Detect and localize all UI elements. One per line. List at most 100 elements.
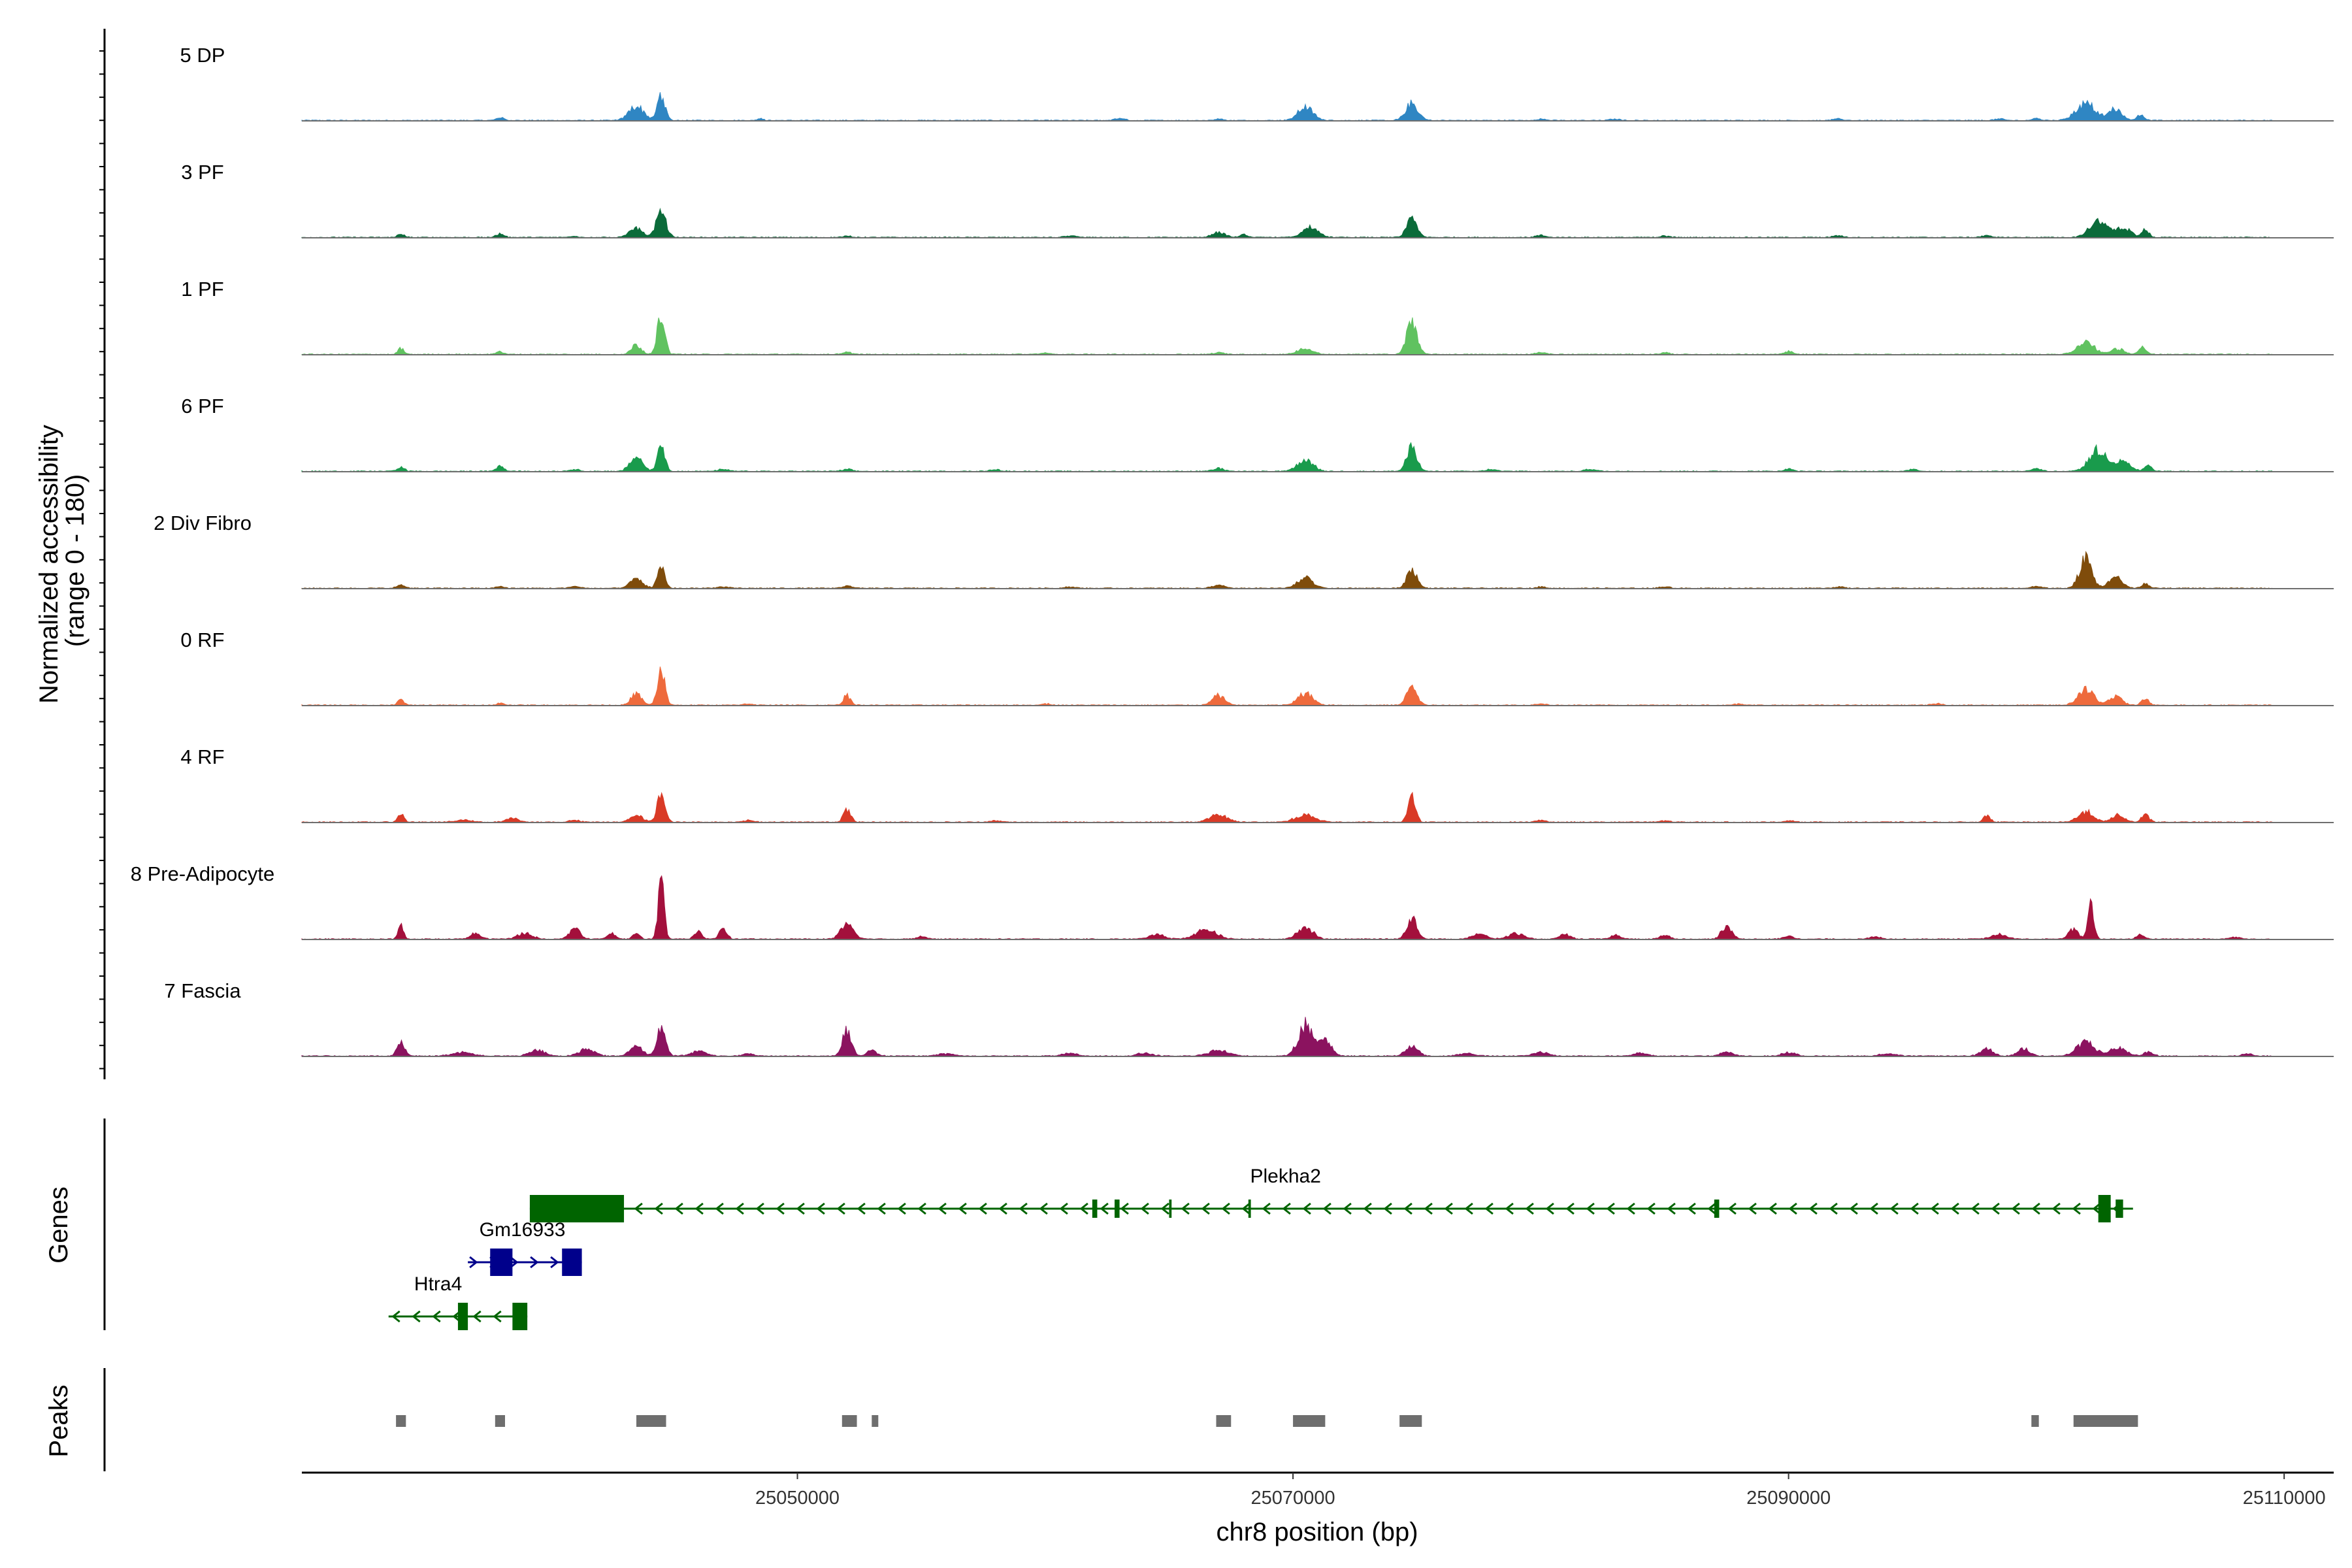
strand-chevron: [1505, 1202, 1514, 1215]
strand-chevron: [1991, 1202, 2000, 1215]
strand-chevron: [1160, 1202, 1169, 1215]
coverage-area: [301, 442, 2272, 472]
peak-region: [495, 1415, 505, 1427]
x-tick-label: 25110000: [2243, 1488, 2326, 1509]
strand-chevron: [1059, 1202, 1068, 1215]
strand-chevron: [510, 1256, 519, 1269]
strand-chevron: [1910, 1202, 1919, 1215]
strand-chevron: [958, 1202, 967, 1215]
gene-exon: [1248, 1200, 1251, 1218]
strand-chevron: [472, 1310, 482, 1323]
peak-region: [1293, 1415, 1326, 1427]
gene-exon: [1115, 1200, 1120, 1218]
strand-chevron: [735, 1202, 744, 1215]
strand-chevron: [1626, 1202, 1635, 1215]
x-tick-label: 25050000: [755, 1488, 840, 1509]
track-4-rf: 4 RF: [180, 745, 2334, 823]
strand-chevron: [1403, 1202, 1413, 1215]
strand-chevron: [1221, 1202, 1230, 1215]
gene-exon: [457, 1303, 468, 1330]
gene-exon: [512, 1303, 528, 1330]
x-tick-label: 25070000: [1251, 1488, 1335, 1509]
y-axis-title-line-2: (range 0 - 180): [61, 474, 90, 647]
strand-chevron: [1019, 1202, 1028, 1215]
peak-region: [1216, 1415, 1232, 1427]
gene-label: Plekha2: [1250, 1166, 1320, 1187]
x-tick-label: 25090000: [1746, 1488, 1831, 1509]
peak-region: [841, 1415, 857, 1427]
strand-chevron: [1646, 1202, 1656, 1215]
track-3-pf: 3 PF: [181, 161, 2334, 238]
strand-chevron: [2092, 1202, 2101, 1215]
peak-region: [2031, 1415, 2039, 1427]
track-0-rf: 0 RF: [180, 629, 2334, 706]
strand-chevron: [2031, 1202, 2040, 1215]
strand-chevron: [1545, 1202, 1554, 1215]
strand-chevron: [1079, 1202, 1088, 1215]
gene-exon: [2098, 1195, 2111, 1222]
strand-chevron: [1849, 1202, 1858, 1215]
strand-chevron: [1383, 1202, 1392, 1215]
track-label: 3 PF: [181, 161, 223, 184]
strand-chevron: [550, 1256, 559, 1269]
strand-chevron: [715, 1202, 724, 1215]
strand-chevron: [1120, 1202, 1129, 1215]
peak-region: [2073, 1415, 2138, 1427]
strand-chevron: [1262, 1202, 1271, 1215]
peak-region: [872, 1415, 879, 1427]
strand-chevron: [877, 1202, 886, 1215]
strand-chevron: [1322, 1202, 1331, 1215]
strand-chevron: [998, 1202, 1007, 1215]
strand-chevron: [1768, 1202, 1777, 1215]
strand-chevron: [1302, 1202, 1311, 1215]
strand-chevron: [1140, 1202, 1149, 1215]
y-axis-title-line-1: Normalized accessibility: [35, 425, 63, 704]
strand-chevron: [1100, 1202, 1109, 1215]
strand-chevron: [1282, 1202, 1291, 1215]
gene-exon: [2115, 1200, 2123, 1218]
gene-exon: [1169, 1200, 1172, 1218]
peak-region: [396, 1415, 406, 1427]
strand-chevron: [1525, 1202, 1534, 1215]
gene-exon: [490, 1249, 513, 1276]
coverage-area: [301, 875, 2272, 940]
strand-chevron: [2011, 1202, 2020, 1215]
gene-label: Htra4: [414, 1273, 462, 1295]
strand-chevron: [1667, 1202, 1676, 1215]
x-axis-ticks: 25050000 25070000 25090000 25110000: [755, 1473, 2326, 1509]
strand-chevron: [1869, 1202, 1878, 1215]
gene-gm16933: Gm16933: [468, 1219, 582, 1276]
strand-chevron: [1424, 1202, 1433, 1215]
strand-chevron: [1788, 1202, 1797, 1215]
strand-chevron: [1606, 1202, 1615, 1215]
coverage-y-ticks: [99, 50, 105, 1070]
coverage-area: [301, 666, 2272, 706]
peak-region: [1399, 1415, 1422, 1427]
coverage-area: [301, 317, 2272, 355]
strand-chevron: [412, 1310, 421, 1323]
track-label: 2 Div Fibro: [154, 512, 252, 534]
strand-chevron: [1889, 1202, 1899, 1215]
strand-chevron: [917, 1202, 926, 1215]
gene-plekha2: Plekha2: [529, 1166, 2133, 1222]
strand-chevron: [1565, 1202, 1575, 1215]
strand-chevron: [857, 1202, 866, 1215]
strand-chevron: [1727, 1202, 1737, 1215]
coverage-area: [301, 92, 2272, 122]
strand-chevron: [1444, 1202, 1453, 1215]
strand-chevron: [796, 1202, 805, 1215]
track-label: 6 PF: [181, 395, 223, 417]
strand-chevron: [1241, 1202, 1250, 1215]
peaks-panel-label: Peaks: [44, 1384, 73, 1457]
strand-chevron: [2072, 1202, 2081, 1215]
track-label: 4 RF: [180, 745, 224, 768]
strand-chevron: [1748, 1202, 1757, 1215]
strand-chevron: [1829, 1202, 1838, 1215]
strand-chevron: [1970, 1202, 1980, 1215]
strand-chevron: [674, 1202, 683, 1215]
coverage-tracks: 5 DP 3 PF 1 PF 6 PF 2 Div Fibro 0 RF 4 RF 8 Pre…: [131, 44, 2334, 1057]
track-5-dp: 5 DP: [180, 44, 2334, 122]
strand-chevron: [1201, 1202, 1210, 1215]
strand-chevron: [1464, 1202, 1473, 1215]
